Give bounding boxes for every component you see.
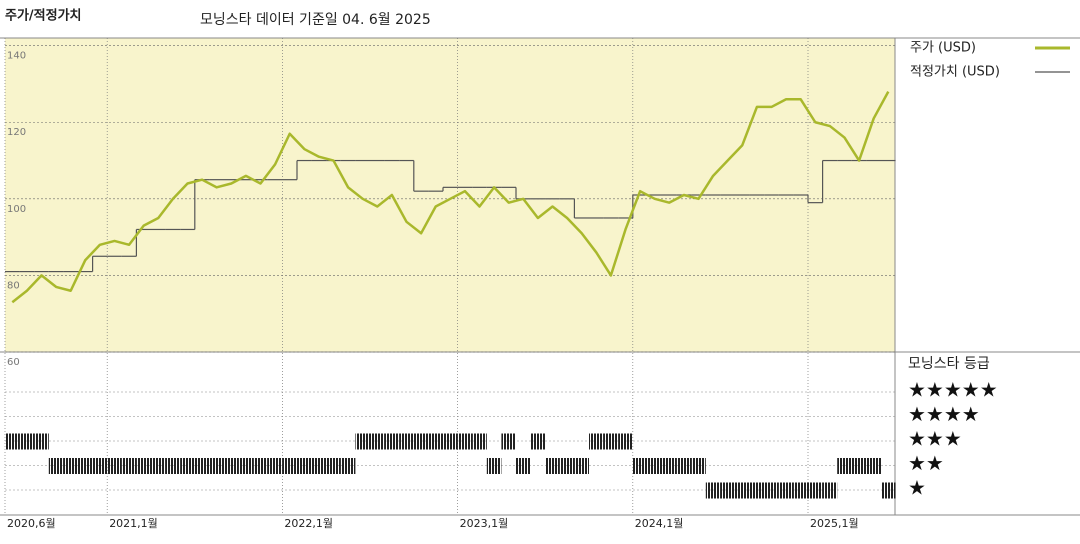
rating-bar: [370, 433, 385, 450]
rating-bar: [574, 458, 589, 474]
rating-bar: [866, 458, 881, 474]
rating-legend: ★★: [908, 451, 944, 475]
rating-bar: [428, 433, 443, 450]
x-tick-label: 2023,1월: [460, 517, 509, 530]
rating-bar: [501, 433, 516, 450]
x-tick-label: 2020,6월: [7, 517, 56, 530]
x-tick-label: 2022,1월: [284, 517, 333, 530]
rating-bar: [34, 433, 49, 450]
y-tick-label: 100: [7, 204, 26, 215]
rating-bar: [486, 458, 502, 474]
rating-legend: ★★★★: [908, 402, 980, 426]
rating-bar: [735, 482, 750, 499]
rating-bar: [238, 458, 254, 474]
rating-bar: [92, 458, 108, 474]
rating-bar: [384, 433, 400, 450]
rating-bar: [224, 458, 239, 474]
rating-bar: [632, 458, 648, 474]
rating-bar: [107, 458, 122, 474]
chart-title: 주가/적정가치: [5, 8, 82, 24]
rating-bar: [764, 482, 779, 499]
rating-bar: [705, 482, 721, 499]
y-tick-label: 60: [7, 357, 20, 368]
rating-bar: [749, 482, 765, 499]
rating-bar: [180, 458, 195, 474]
rating-bar: [413, 433, 429, 450]
rating-bar: [399, 433, 414, 450]
rating-legend: ★: [908, 476, 926, 500]
rating-bar: [720, 482, 735, 499]
rating-bar: [603, 433, 619, 450]
rating-bar: [78, 458, 93, 474]
rating-bar: [691, 458, 706, 474]
rating-bar: [881, 482, 896, 499]
rating-bar: [837, 458, 852, 474]
rating-bar: [472, 433, 487, 450]
rating-bar: [530, 433, 546, 450]
rating-bar: [19, 433, 35, 450]
rating-bar: [457, 433, 473, 450]
rating-bar: [326, 458, 341, 474]
rating-bar: [5, 433, 20, 450]
rating-bar: [267, 458, 283, 474]
rating-bar: [589, 433, 604, 450]
rating-bar: [618, 433, 633, 450]
rating-legend: ★★★★★: [908, 378, 998, 402]
rating-bar: [851, 458, 867, 474]
rating-bar: [559, 458, 575, 474]
rating-bar: [194, 458, 210, 474]
rating-bar: [793, 482, 808, 499]
y-tick-label: 80: [7, 280, 20, 291]
rating-bar: [297, 458, 312, 474]
rating-bar: [165, 458, 181, 474]
rating-bar: [647, 458, 662, 474]
rating-bar: [282, 458, 297, 474]
rating-bar: [808, 482, 823, 499]
x-tick-label: 2021,1월: [109, 517, 158, 530]
rating-bar: [355, 433, 370, 450]
rating-bar: [253, 458, 268, 474]
rating-bar: [151, 458, 166, 474]
rating-bar: [209, 458, 224, 474]
rating-bar: [48, 458, 64, 474]
rating-bar: [545, 458, 560, 474]
rating-bar: [63, 458, 78, 474]
rating-bar: [311, 458, 327, 474]
rating-legend: ★★★: [908, 427, 962, 451]
x-tick-label: 2025,1월: [810, 517, 859, 530]
rating-bar: [676, 458, 692, 474]
legend-label: 주가 (USD): [910, 41, 976, 56]
legend-label: 적정가치 (USD): [910, 65, 1000, 80]
y-tick-label: 120: [7, 127, 26, 138]
rating-bar: [822, 482, 838, 499]
rating-bar: [340, 458, 356, 474]
rating-bar: [516, 458, 531, 474]
rating-bar: [443, 433, 458, 450]
rating-bar: [662, 458, 677, 474]
rating-title: 모닝스타 등급: [908, 356, 990, 372]
rating-bar: [778, 482, 794, 499]
rating-bar: [136, 458, 151, 474]
y-tick-label: 140: [7, 51, 26, 62]
chart-subtitle: 모닝스타 데이터 기준일 04. 6월 2025: [200, 12, 431, 28]
rating-bar: [121, 458, 137, 474]
price-line: [11, 91, 890, 304]
x-tick-label: 2024,1월: [635, 517, 684, 530]
